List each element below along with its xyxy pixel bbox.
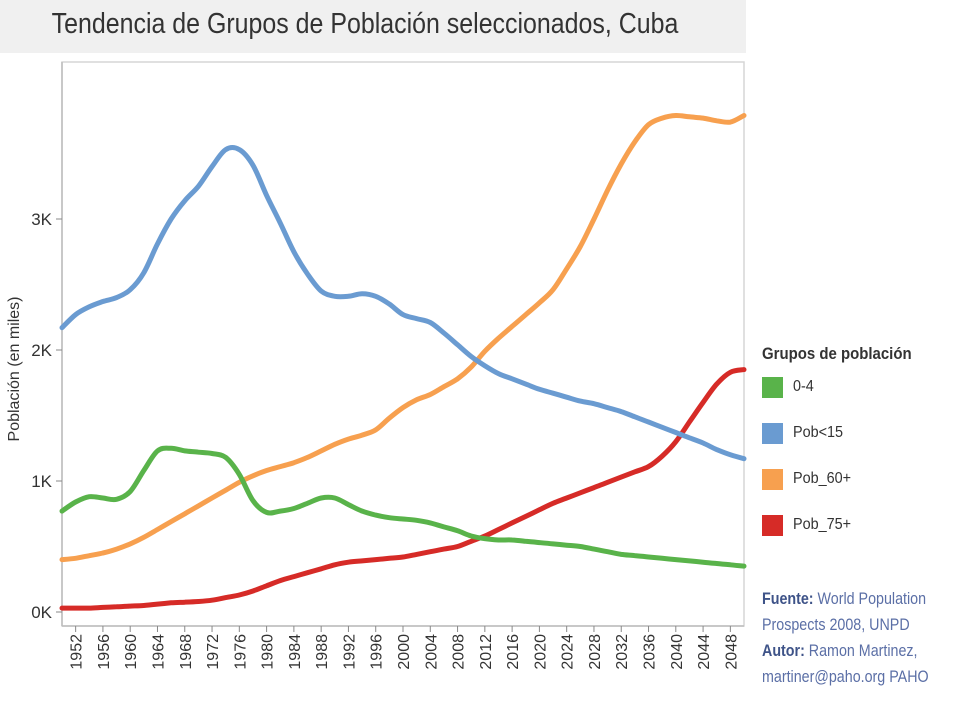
x-tick-label-1960: 1960 <box>123 634 140 670</box>
legend-swatch-pob-75 <box>762 514 783 536</box>
y-tick-label-2000: 2K <box>31 341 52 360</box>
y-tick-label-0: 0K <box>31 603 52 622</box>
legend-item-pob-15[interactable]: Pob<15 <box>762 422 952 444</box>
x-tick-label-1980: 1980 <box>260 634 277 670</box>
series-line-pob-60- <box>59 112 747 563</box>
y-tick-label-1000: 1K <box>31 472 52 491</box>
x-tick-label-2040: 2040 <box>669 634 686 670</box>
x-tick-label-1972: 1972 <box>205 634 222 670</box>
legend-item-pob-75[interactable]: Pob_75+ <box>762 514 952 536</box>
x-tick-label-1968: 1968 <box>178 634 195 670</box>
source-autor-text: Ramon Martinez, <box>808 641 918 660</box>
x-tick-label-1952: 1952 <box>69 634 86 670</box>
x-tick-label-2044: 2044 <box>696 634 713 670</box>
x-tick-label-2016: 2016 <box>505 634 522 670</box>
x-tick-label-2032: 2032 <box>614 634 631 670</box>
y-tick-label-3000: 3K <box>31 210 52 229</box>
legend-label-pob-15: Pob<15 <box>793 424 844 441</box>
legend-title: Grupos de población <box>762 344 912 363</box>
x-tick-label-2020: 2020 <box>532 634 549 670</box>
source-fuente-label: Fuente: <box>762 589 814 608</box>
x-tick-label-2012: 2012 <box>478 634 495 670</box>
x-tick-label-2036: 2036 <box>642 634 659 670</box>
y-axis-title: Población (en miles) <box>6 297 23 442</box>
title-bar: Tendencia de Grupos de Población selecci… <box>0 0 746 53</box>
x-tick-label-1992: 1992 <box>341 634 358 670</box>
x-tick-label-2024: 2024 <box>560 634 577 670</box>
legend-item-pob-60[interactable]: Pob_60+ <box>762 468 952 490</box>
x-tick-label-1984: 1984 <box>287 634 304 670</box>
x-tick-label-1964: 1964 <box>150 634 167 670</box>
legend-label-pob-75: Pob_75+ <box>793 516 852 533</box>
legend-item-0-4[interactable]: 0-4 <box>762 376 952 398</box>
source-autor-label: Autor: <box>762 641 805 660</box>
series-line-0-4 <box>59 445 747 569</box>
legend-swatch-pob-60 <box>762 468 783 490</box>
source-fuente-text: World Population <box>817 589 927 608</box>
x-tick-label-2008: 2008 <box>451 634 468 670</box>
x-tick-label-2028: 2028 <box>587 634 604 670</box>
x-tick-label-1988: 1988 <box>314 634 331 670</box>
series-line-pob-15 <box>59 145 747 462</box>
series-line-pob-75- <box>59 367 747 611</box>
x-tick-label-2048: 2048 <box>723 634 740 670</box>
legend-swatch-pob-15 <box>762 422 783 444</box>
legend: Grupos de población 0-4 Pob<15 Pob_60+ P… <box>762 344 952 560</box>
x-tick-label-1956: 1956 <box>96 634 113 670</box>
plot-frame <box>61 61 745 627</box>
legend-swatch-0-4 <box>762 376 783 398</box>
x-tick-label-1976: 1976 <box>232 634 249 670</box>
source-fuente-text2: Prospects 2008, UNPD <box>762 615 910 634</box>
legend-label-0-4: 0-4 <box>793 378 814 395</box>
x-tick-label-1996: 1996 <box>369 634 386 670</box>
x-tick-label-2004: 2004 <box>423 634 440 670</box>
chart-title: Tendencia de Grupos de Población selecci… <box>51 8 679 40</box>
source-credit: Fuente: World Population Prospects 2008,… <box>762 586 958 690</box>
legend-label-pob-60: Pob_60+ <box>793 470 852 487</box>
x-tick-label-2000: 2000 <box>396 634 413 670</box>
source-autor-text2: martiner@paho.org PAHO <box>762 667 929 686</box>
